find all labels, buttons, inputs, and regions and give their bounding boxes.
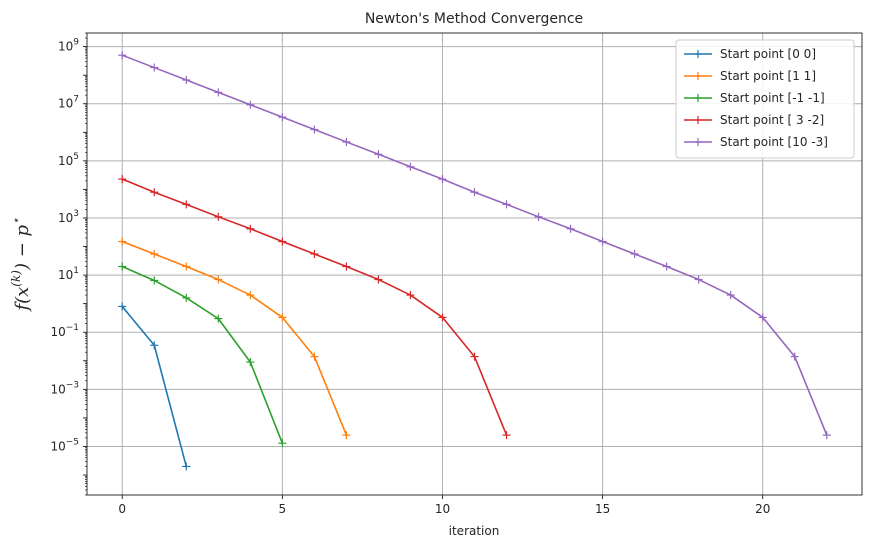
data-point xyxy=(118,237,127,246)
data-point xyxy=(342,137,351,146)
y-axis-label: f(x(k)) − p⋆ xyxy=(9,217,33,313)
data-point xyxy=(822,431,831,440)
data-point xyxy=(310,352,319,361)
data-point xyxy=(438,175,447,184)
data-point xyxy=(406,162,415,171)
data-point xyxy=(214,212,223,221)
grid-layer xyxy=(87,33,862,495)
data-point xyxy=(278,113,287,122)
series-2 xyxy=(118,262,287,448)
data-point xyxy=(246,358,255,367)
legend-label: Start point [ 3 -2] xyxy=(720,113,824,127)
series-3 xyxy=(118,175,511,440)
y-tick-label: 10−1 xyxy=(50,323,79,339)
data-point xyxy=(150,63,159,72)
legend-label: Start point [0 0] xyxy=(720,47,816,61)
x-tick-label: 15 xyxy=(595,502,610,516)
data-point xyxy=(182,262,191,271)
data-point xyxy=(118,175,127,184)
data-point xyxy=(278,439,287,448)
series-0 xyxy=(118,302,191,471)
data-point xyxy=(470,188,479,197)
data-point xyxy=(246,100,255,109)
data-point xyxy=(310,249,319,258)
legend-box xyxy=(675,39,855,159)
data-point xyxy=(342,262,351,271)
data-point xyxy=(278,313,287,322)
data-point xyxy=(182,75,191,84)
chart-title: Newton's Method Convergence xyxy=(365,11,583,27)
series-line xyxy=(121,265,284,444)
legend-entry: Start point [10 -3] xyxy=(684,135,828,149)
data-point xyxy=(118,302,127,311)
series-layer xyxy=(118,51,831,471)
data-point xyxy=(182,293,191,302)
data-point xyxy=(374,275,383,284)
x-tick-label: 0 xyxy=(118,502,126,516)
data-point xyxy=(214,88,223,97)
data-point xyxy=(566,224,575,233)
data-point xyxy=(150,249,159,258)
y-tick-label: 10−5 xyxy=(50,437,79,453)
data-point xyxy=(374,150,383,159)
legend-entry: Start point [1 1] xyxy=(684,69,816,83)
x-tick-label: 20 xyxy=(755,502,770,516)
data-point xyxy=(694,275,703,284)
data-point xyxy=(502,200,511,209)
x-tick-label: 10 xyxy=(435,502,450,516)
y-tick-label: 109 xyxy=(58,38,79,54)
data-point xyxy=(630,249,639,258)
data-point xyxy=(118,262,127,271)
data-point xyxy=(118,51,127,60)
data-point xyxy=(182,200,191,209)
data-point xyxy=(790,352,799,361)
data-point xyxy=(182,462,191,471)
legend-entry: Start point [0 0] xyxy=(684,47,816,61)
data-point xyxy=(342,431,351,440)
legend-entry: Start point [ 3 -2] xyxy=(684,113,824,127)
y-tick-label: 105 xyxy=(58,152,79,168)
y-tick-label: 101 xyxy=(58,266,79,282)
data-point xyxy=(214,275,223,284)
data-point xyxy=(246,291,255,300)
x-tick-label: 5 xyxy=(279,502,287,516)
legend-label: Start point [-1 -1] xyxy=(720,91,825,105)
legend-entry: Start point [-1 -1] xyxy=(684,91,825,105)
data-point xyxy=(278,237,287,246)
y-tick-label: 10−3 xyxy=(50,380,79,396)
data-point xyxy=(438,313,447,322)
series-4 xyxy=(118,51,831,440)
data-point xyxy=(726,291,735,300)
data-point xyxy=(214,314,223,323)
data-point xyxy=(150,276,159,285)
data-point xyxy=(246,224,255,233)
data-point xyxy=(470,352,479,361)
y-tick-label: 107 xyxy=(58,95,79,111)
plot-frame xyxy=(86,32,863,496)
data-point xyxy=(150,188,159,197)
y-axis-ticks: 10−5 10−3 10−1 101 103 105 107 109 xyxy=(50,32,87,496)
data-point xyxy=(758,313,767,322)
y-tick-label: 103 xyxy=(58,209,79,225)
data-point xyxy=(310,125,319,134)
legend-label: Start point [1 1] xyxy=(720,69,816,83)
data-point xyxy=(598,237,607,246)
legend-label: Start point [10 -3] xyxy=(720,135,828,149)
x-axis-ticks: 0 5 10 15 20 xyxy=(118,495,770,516)
data-point xyxy=(502,431,511,440)
data-point xyxy=(150,341,159,350)
data-point xyxy=(534,212,543,221)
series-line xyxy=(121,240,348,436)
x-axis-label: iteration xyxy=(449,524,500,538)
data-point xyxy=(662,262,671,271)
legend: Start point [0 0] Start point [1 1] Start … xyxy=(675,39,855,159)
series-1 xyxy=(118,237,351,440)
data-point xyxy=(406,291,415,300)
